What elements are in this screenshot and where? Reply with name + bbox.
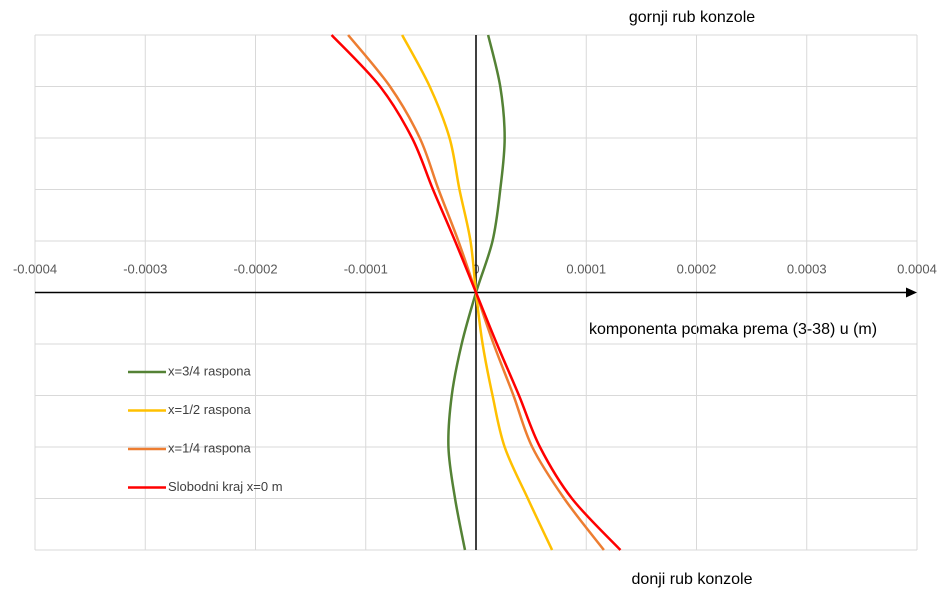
x-tick-label: 0.0003: [787, 261, 827, 276]
bottom-label: donji rub konzole: [632, 571, 753, 588]
legend-label: x=1/2 raspona: [168, 402, 252, 417]
series-line: [330, 34, 622, 551]
x-tick-label: -0.0001: [344, 261, 388, 276]
x-tick-label: -0.0004: [13, 261, 57, 276]
x-axis-arrow: [906, 287, 917, 298]
x-tick-label: 0.0001: [566, 261, 606, 276]
legend-label: x=3/4 raspona: [168, 363, 252, 378]
legend-label: Slobodni kraj x=0 m: [168, 479, 283, 494]
legend-label: x=1/4 raspona: [168, 440, 252, 455]
x-tick-label: 0.0002: [677, 261, 717, 276]
top-label: gornji rub konzole: [629, 9, 755, 26]
x-tick-label: -0.0002: [233, 261, 277, 276]
x-axis-label: komponenta pomaka prema (3-38) u (m): [589, 321, 877, 338]
x-tick-label: -0.0003: [123, 261, 167, 276]
x-tick-label: 0.0004: [897, 261, 937, 276]
